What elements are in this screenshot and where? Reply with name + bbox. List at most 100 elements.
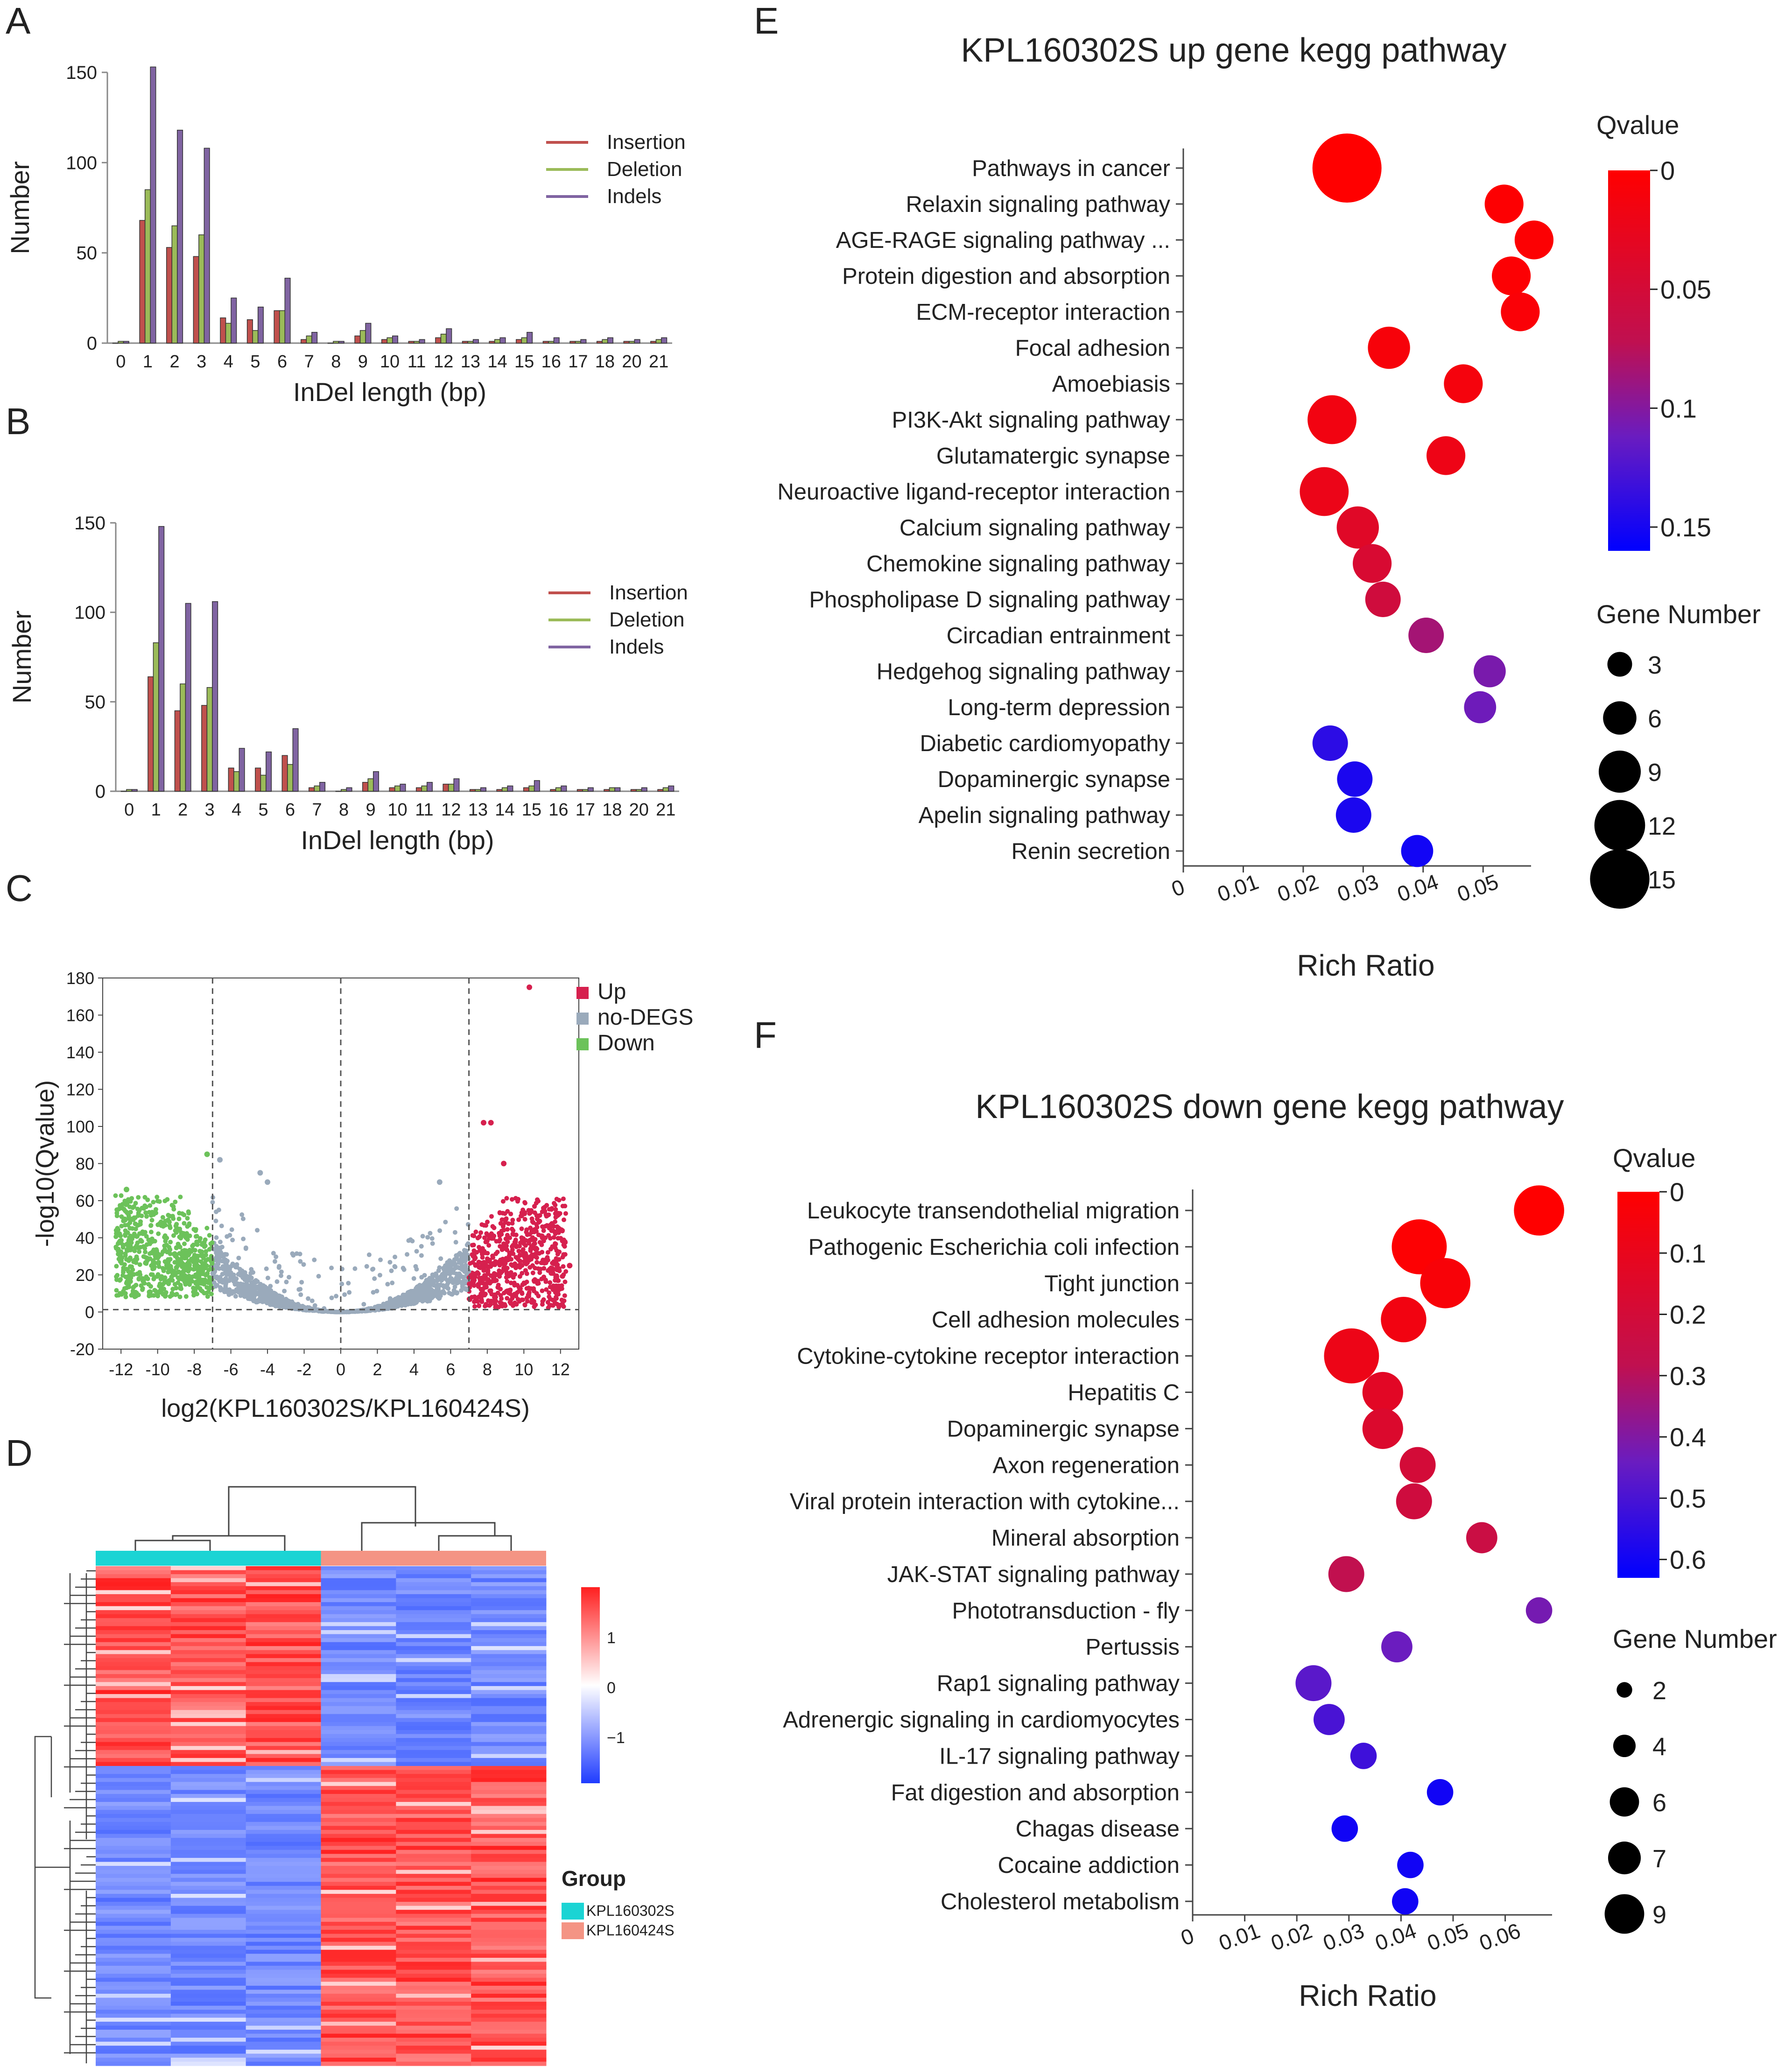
heatmap-cell <box>471 1862 547 1866</box>
volcano-point-no-degs <box>242 1294 247 1299</box>
volcano-point-down <box>199 1242 204 1247</box>
heatmap-cell <box>321 1882 396 1886</box>
volcano-point-down <box>166 1212 171 1217</box>
volcano-point-up <box>493 1261 498 1266</box>
volcano-point-down <box>140 1276 145 1281</box>
bar-insertion <box>542 341 549 344</box>
bar-indels <box>311 332 318 344</box>
color-scale-tick: 1 <box>607 1629 616 1647</box>
volcano-point-down <box>172 1282 177 1287</box>
volcano-point-up <box>520 1207 526 1212</box>
volcano-point-no-degs <box>238 1287 243 1293</box>
heatmap-cell <box>321 1918 396 1922</box>
heatmap-cell <box>321 1786 396 1790</box>
volcano-point-down <box>146 1282 151 1287</box>
volcano-point-no-degs <box>438 1290 443 1295</box>
heatmap-cell <box>246 1694 321 1699</box>
bar-insertion <box>523 787 529 792</box>
volcano-point-no-degs <box>452 1288 457 1294</box>
heatmap-cell <box>321 1694 396 1699</box>
volcano-point-no-degs <box>265 1179 271 1185</box>
volcano-point-no-degs <box>463 1287 468 1292</box>
pathway-label: Cell adhesion molecules <box>932 1308 1180 1333</box>
volcano-point-up <box>526 1292 531 1297</box>
chart-title: KPL160302S down gene kegg pathway <box>976 1088 1564 1125</box>
volcano-point-up <box>561 1196 566 1202</box>
volcano-point-no-degs <box>290 1300 295 1305</box>
bar-indels <box>527 332 533 344</box>
bar-deletion <box>153 642 159 792</box>
volcano-point-no-degs <box>419 1253 424 1258</box>
heatmap-cell <box>396 1610 471 1615</box>
volcano-point-down <box>193 1274 198 1280</box>
heatmap-cell <box>96 1658 171 1663</box>
x-tick-label: 5 <box>250 352 260 372</box>
heatmap-cell <box>246 1674 321 1679</box>
volcano-point-no-degs <box>274 1254 279 1259</box>
pathway-bubble <box>1381 1631 1413 1663</box>
volcano-point-down <box>123 1232 128 1237</box>
volcano-point-up <box>533 1302 538 1308</box>
heatmap-cell <box>396 1949 471 1954</box>
volcano-point-up <box>487 1288 492 1294</box>
heatmap-cell <box>396 1910 471 1914</box>
heatmap-cell <box>170 1954 246 1958</box>
heatmap-cell <box>321 1590 396 1595</box>
heatmap-cell <box>246 1985 321 1990</box>
qvalue-tick-label: 0.4 <box>1670 1422 1706 1452</box>
volcano-point-up <box>561 1264 566 1269</box>
bar-insertion <box>415 787 422 792</box>
bar-indels <box>499 337 506 344</box>
heatmap-cell <box>96 1758 171 1763</box>
volcano-point-down <box>150 1272 155 1277</box>
bar-deletion <box>609 787 615 792</box>
heatmap-cell <box>246 1650 321 1654</box>
heatmap-cell <box>321 1970 396 1974</box>
heatmap-cell <box>396 1838 471 1843</box>
volcano-point-down <box>131 1285 136 1290</box>
heatmap-cell <box>170 1913 246 1918</box>
volcano-point-no-degs <box>441 1266 446 1271</box>
bar-indels <box>123 341 129 344</box>
heatmap-cell <box>396 1802 471 1807</box>
volcano-point-no-degs <box>272 1259 277 1264</box>
heatmap-cell <box>96 1870 171 1874</box>
heatmap-cell <box>246 1670 321 1674</box>
volcano-point-down <box>126 1199 131 1204</box>
volcano-point-down <box>182 1241 187 1246</box>
heatmap-cell <box>396 1786 471 1790</box>
gene-number-legend-dot <box>1607 652 1632 677</box>
x-tick-label: 0 <box>124 800 134 820</box>
volcano-point-no-degs <box>452 1230 457 1235</box>
x-tick-label: 6 <box>446 1360 455 1379</box>
volcano-point-down <box>140 1286 145 1291</box>
bar-insertion <box>550 789 556 792</box>
pathway-label: Relaxin signaling pathway <box>906 192 1170 217</box>
heatmap-cell <box>321 1829 396 1835</box>
heatmap-cell <box>170 1638 246 1643</box>
volcano-point-no-degs <box>223 1276 228 1281</box>
heatmap-cell <box>321 1902 396 1906</box>
heatmap-cell <box>96 1846 171 1850</box>
pathway-label: Long-term depression <box>948 695 1170 720</box>
heatmap-cell <box>96 1570 171 1575</box>
heatmap-cell <box>246 1702 321 1707</box>
volcano-point-up <box>532 1238 537 1243</box>
heatmap-cell <box>471 1806 547 1810</box>
heatmap-cell <box>396 1918 471 1922</box>
heatmap-cell <box>321 1926 396 1930</box>
heatmap-cell <box>471 1870 547 1874</box>
volcano-point-no-degs <box>438 1256 443 1261</box>
x-tick-label: 15 <box>522 800 541 820</box>
volcano-point-up <box>478 1291 484 1296</box>
heatmap-cell <box>396 1598 471 1603</box>
heatmap-cell <box>471 1726 547 1730</box>
heatmap-cell <box>96 2046 171 2050</box>
heatmap-cell <box>96 1902 171 1906</box>
heatmap-cell <box>321 1802 396 1807</box>
pathway-label: Dopaminergic synapse <box>947 1416 1180 1442</box>
heatmap-cell <box>96 1718 171 1723</box>
heatmap-cell <box>321 1658 396 1663</box>
volcano-point-up <box>523 1252 528 1258</box>
